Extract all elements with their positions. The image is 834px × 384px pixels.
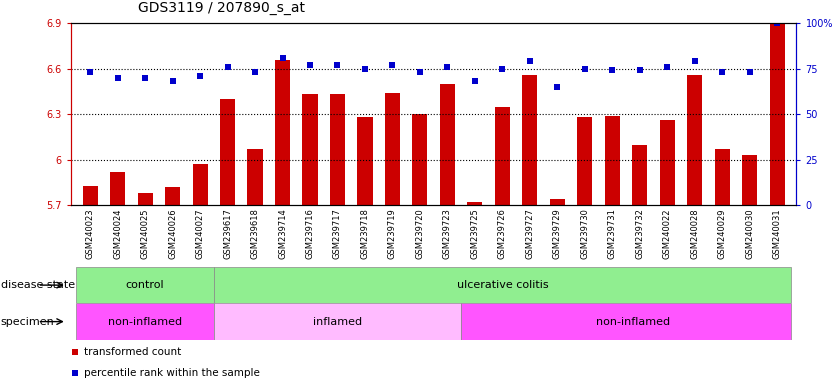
Text: GSM240030: GSM240030 bbox=[746, 209, 754, 259]
Text: GSM239718: GSM239718 bbox=[360, 209, 369, 259]
Bar bbox=[358, 117, 373, 205]
Bar bbox=[550, 199, 565, 205]
Text: GSM240024: GSM240024 bbox=[113, 209, 122, 259]
Bar bbox=[110, 172, 125, 205]
Bar bbox=[385, 93, 400, 205]
Text: GSM239727: GSM239727 bbox=[525, 209, 535, 259]
Bar bbox=[83, 186, 98, 205]
Text: specimen: specimen bbox=[1, 316, 54, 327]
Text: GSM239731: GSM239731 bbox=[608, 209, 617, 259]
Bar bbox=[577, 117, 592, 205]
Bar bbox=[214, 267, 791, 303]
Text: GSM239714: GSM239714 bbox=[278, 209, 287, 259]
Text: GSM240023: GSM240023 bbox=[86, 209, 94, 259]
Text: GSM239618: GSM239618 bbox=[250, 209, 259, 259]
Text: inflamed: inflamed bbox=[313, 316, 362, 327]
Text: GSM239729: GSM239729 bbox=[553, 209, 562, 259]
Text: GSM239716: GSM239716 bbox=[305, 209, 314, 259]
Bar bbox=[632, 145, 647, 205]
Bar bbox=[330, 94, 345, 205]
Text: GSM239720: GSM239720 bbox=[415, 209, 425, 259]
Bar bbox=[77, 267, 214, 303]
Bar bbox=[214, 303, 461, 340]
Bar bbox=[440, 84, 455, 205]
Bar bbox=[770, 23, 785, 205]
Text: GSM240027: GSM240027 bbox=[195, 209, 204, 259]
Text: GSM240026: GSM240026 bbox=[168, 209, 177, 259]
Text: GDS3119 / 207890_s_at: GDS3119 / 207890_s_at bbox=[138, 2, 304, 15]
Bar bbox=[467, 202, 482, 205]
Bar bbox=[193, 164, 208, 205]
Bar bbox=[660, 120, 675, 205]
Text: non-inflamed: non-inflamed bbox=[108, 316, 182, 327]
Text: control: control bbox=[126, 280, 164, 290]
Bar bbox=[138, 193, 153, 205]
Text: disease state: disease state bbox=[1, 280, 75, 290]
Bar bbox=[248, 149, 263, 205]
Bar bbox=[303, 94, 318, 205]
Bar bbox=[275, 60, 290, 205]
Text: GSM239732: GSM239732 bbox=[636, 209, 645, 259]
Bar bbox=[522, 75, 537, 205]
Bar bbox=[605, 116, 620, 205]
Text: GSM239723: GSM239723 bbox=[443, 209, 452, 259]
Text: transformed count: transformed count bbox=[83, 347, 181, 357]
Text: percentile rank within the sample: percentile rank within the sample bbox=[83, 368, 259, 378]
Text: GSM240022: GSM240022 bbox=[663, 209, 672, 259]
Bar bbox=[77, 303, 214, 340]
Text: GSM239725: GSM239725 bbox=[470, 209, 480, 259]
Text: GSM239726: GSM239726 bbox=[498, 209, 507, 259]
Bar bbox=[715, 149, 730, 205]
Text: GSM239730: GSM239730 bbox=[580, 209, 590, 259]
Bar bbox=[165, 187, 180, 205]
Text: GSM240029: GSM240029 bbox=[718, 209, 726, 259]
Bar bbox=[495, 107, 510, 205]
Bar bbox=[412, 114, 428, 205]
Text: GSM239719: GSM239719 bbox=[388, 209, 397, 259]
Text: non-inflamed: non-inflamed bbox=[595, 316, 670, 327]
Bar bbox=[461, 303, 791, 340]
Text: GSM240025: GSM240025 bbox=[141, 209, 149, 259]
Bar bbox=[742, 155, 757, 205]
Text: GSM239617: GSM239617 bbox=[223, 209, 232, 259]
Text: GSM240031: GSM240031 bbox=[773, 209, 781, 259]
Text: GSM239717: GSM239717 bbox=[333, 209, 342, 259]
Text: GSM240028: GSM240028 bbox=[691, 209, 699, 259]
Bar bbox=[220, 99, 235, 205]
Bar bbox=[687, 75, 702, 205]
Text: ulcerative colitis: ulcerative colitis bbox=[456, 280, 548, 290]
